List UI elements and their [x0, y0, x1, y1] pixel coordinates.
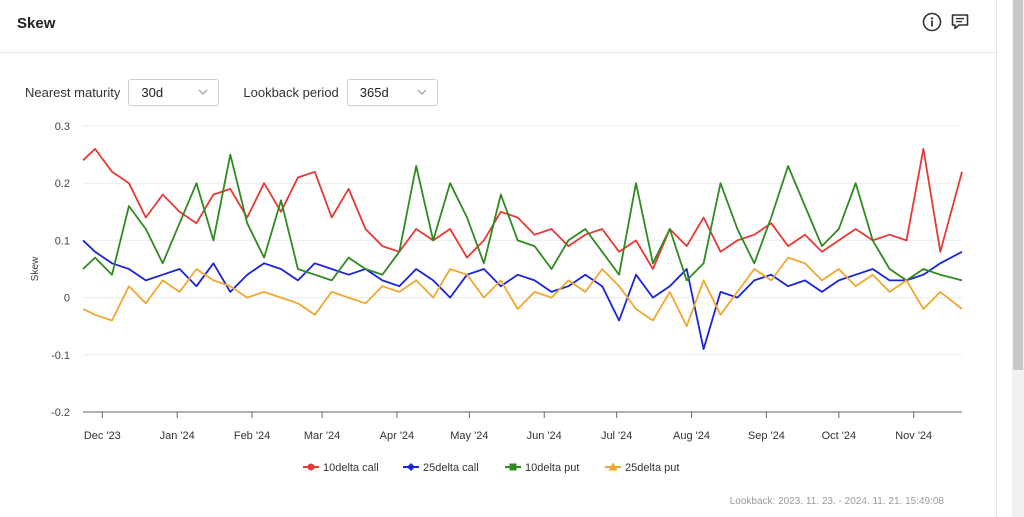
legend-marker-triangle: [608, 462, 618, 471]
x-tick-label: Feb '24: [234, 430, 270, 442]
lookback-label: Lookback period: [243, 84, 339, 100]
x-tick-label: Jun '24: [527, 430, 562, 442]
x-tick-label: Sep '24: [748, 430, 785, 442]
legend-marker-diamond: [407, 463, 415, 471]
maturity-value: 30d: [141, 84, 164, 100]
y-tick-label: -0.2: [51, 407, 70, 419]
legend-label: 25delta put: [625, 462, 679, 474]
chart-controls: Nearest maturity 30d Lookback period 365…: [25, 78, 438, 106]
scrollbar-thumb[interactable]: [1013, 0, 1023, 370]
series-line-1: [82, 239, 963, 351]
lookback-footer: Lookback: 2023. 11. 23. - 2024. 11. 21. …: [729, 496, 944, 507]
lookback-select[interactable]: 365d: [346, 78, 438, 106]
card-header: Skew: [0, 0, 996, 53]
x-tick-label: Mar '24: [304, 430, 340, 442]
skew-card: Skew Nearest maturity 30d Lookback perio…: [0, 0, 997, 517]
x-tick-label: Nov '24: [895, 430, 932, 442]
series-line-3: [82, 256, 963, 328]
legend-marker-circle: [307, 463, 315, 471]
x-tick-label: Apr '24: [380, 430, 415, 442]
x-tick-label: Dec '23: [84, 430, 121, 442]
legend-label: 25delta call: [423, 462, 479, 474]
maturity-label: Nearest maturity: [25, 84, 121, 100]
lookback-value: 365d: [359, 84, 389, 100]
x-tick-label: Jan '24: [160, 430, 195, 442]
page-title: Skew: [17, 15, 56, 32]
y-tick-label: 0.3: [55, 121, 70, 133]
y-tick-label: 0: [64, 293, 70, 305]
chevron-down-icon: [417, 89, 427, 95]
legend-marker-square: [509, 463, 517, 471]
series-line-2: [82, 153, 963, 282]
legend-label: 10delta put: [525, 462, 579, 474]
y-tick-label: 0.2: [55, 178, 70, 190]
y-axis-label: Skew: [30, 256, 41, 281]
chevron-down-icon: [198, 89, 208, 95]
series-line-0: [82, 147, 963, 270]
x-tick-label: May '24: [450, 430, 488, 442]
y-tick-label: -0.1: [51, 350, 70, 362]
x-tick-label: Oct '24: [822, 430, 857, 442]
info-icon[interactable]: [922, 12, 942, 32]
x-tick-label: Aug '24: [673, 430, 710, 442]
x-tick-label: Jul '24: [601, 430, 632, 442]
maturity-select[interactable]: 30d: [128, 78, 220, 106]
skew-chart: 0.3 0.2 0.1 0 -0.1 -0.2 Dec '23 Jan '24 Feb '24 M…: [30, 121, 963, 474]
legend-label: 10delta call: [323, 462, 379, 474]
y-tick-label: 0.1: [55, 235, 70, 247]
comment-icon[interactable]: [950, 12, 970, 32]
